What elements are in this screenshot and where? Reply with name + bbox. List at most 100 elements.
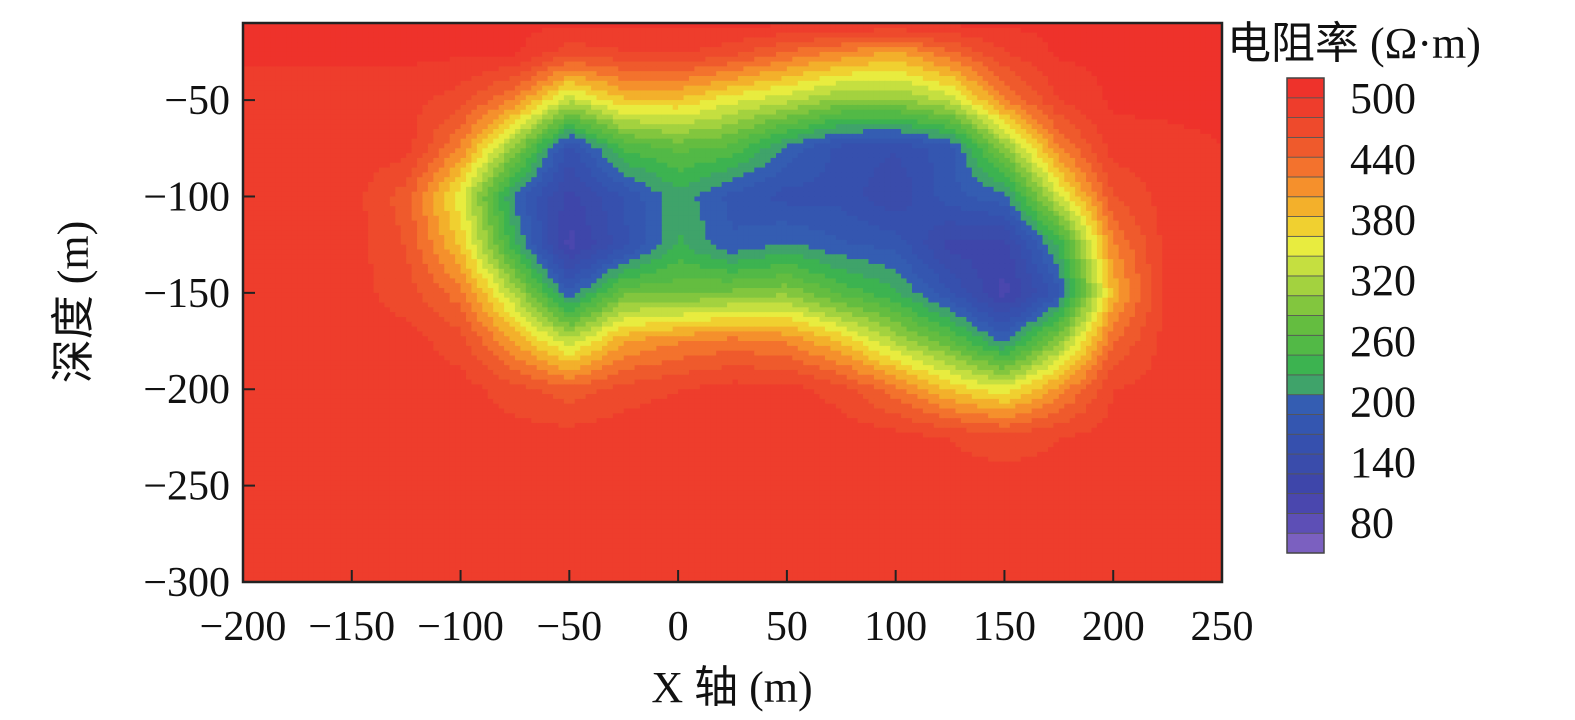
heat-cell (770, 47, 777, 53)
heat-cell (351, 133, 358, 140)
heat-cell (531, 109, 538, 116)
heat-cell (640, 148, 647, 154)
heat-cell (1058, 51, 1065, 58)
heat-cell (928, 56, 935, 63)
heat-cell (406, 56, 413, 63)
heat-cell (797, 90, 804, 96)
heat-cell (531, 71, 538, 77)
heat-cell (1004, 133, 1011, 140)
heat-cell (1167, 148, 1174, 154)
heat-cell (667, 66, 674, 72)
heat-cell (732, 47, 739, 53)
heat-cell (1145, 47, 1152, 53)
heat-cell (585, 47, 592, 53)
heat-cell (634, 90, 641, 96)
heat-cell (1026, 138, 1033, 145)
heat-cell (291, 85, 298, 92)
heat-cell (417, 104, 424, 111)
heat-cell (890, 148, 897, 154)
heat-cell (1004, 23, 1011, 29)
heat-cell (291, 100, 298, 106)
heat-cell (351, 61, 358, 67)
heat-cell (259, 95, 266, 101)
heat-cell (879, 51, 886, 58)
heat-cell (950, 23, 957, 29)
heat-cell (688, 100, 696, 106)
heat-cell (417, 124, 424, 130)
heat-cell (999, 71, 1006, 77)
heat-cell (243, 85, 250, 92)
heat-cell (1205, 61, 1212, 67)
heat-cell (661, 114, 668, 120)
heat-cell (433, 66, 440, 72)
heat-cell (433, 138, 440, 145)
heat-cell (846, 37, 853, 43)
heat-cell (547, 119, 554, 125)
heat-cell (966, 114, 973, 120)
heat-cell (955, 51, 962, 58)
heat-cell (830, 153, 837, 159)
heat-cell (993, 100, 1000, 106)
heat-cell (1102, 85, 1109, 92)
heat-cell (857, 148, 864, 154)
heat-cell (705, 80, 712, 87)
heat-cell (770, 76, 777, 82)
heat-cell (765, 85, 772, 92)
heat-cell (281, 153, 288, 159)
heat-cell (808, 124, 815, 130)
heat-cell (688, 42, 696, 48)
heat-cell (846, 23, 853, 29)
heat-cell (650, 109, 657, 116)
heat-cell (547, 71, 554, 77)
heat-cell (498, 95, 505, 101)
heat-cell (727, 153, 734, 159)
heat-cell (591, 109, 598, 116)
heat-cell (1096, 71, 1103, 77)
heat-cell (737, 138, 744, 145)
heat-cell (911, 133, 919, 140)
heat-cell (259, 148, 266, 154)
heat-cell (1167, 95, 1174, 101)
heat-cell (618, 61, 625, 67)
heat-cell (1118, 100, 1125, 106)
heat-cell (1183, 148, 1190, 154)
heat-cell (623, 61, 630, 67)
heat-cell (955, 114, 962, 120)
heat-cell (433, 143, 440, 149)
heat-cell (465, 47, 473, 53)
heat-cell (672, 61, 679, 67)
heat-cell (482, 27, 489, 34)
heat-cell (607, 104, 614, 111)
heat-cell (1167, 37, 1174, 43)
heat-cell (656, 27, 663, 34)
heat-cell (928, 95, 935, 101)
heat-cell (737, 56, 744, 63)
heat-cell (933, 133, 940, 140)
heat-cell (493, 95, 500, 101)
heat-cell (863, 104, 870, 111)
heat-cell (884, 90, 891, 96)
heat-cell (971, 27, 978, 34)
heat-cell (264, 76, 271, 82)
heat-cell (330, 51, 337, 58)
heat-cell (411, 47, 418, 53)
heat-cell (852, 61, 859, 67)
heat-cell (1069, 100, 1076, 106)
heat-cell (868, 85, 875, 92)
heat-cell (302, 109, 309, 116)
heat-cell (264, 51, 271, 58)
heat-cell (873, 133, 880, 140)
heat-cell (1124, 138, 1131, 145)
heat-cell (427, 114, 434, 120)
heat-cell (933, 76, 940, 82)
heat-cell (422, 124, 429, 130)
heat-cell (553, 23, 560, 29)
heat-cell (281, 76, 288, 82)
heat-cell (629, 104, 636, 111)
heat-cell (569, 90, 576, 96)
heat-cell (1156, 27, 1163, 34)
heat-cell (1004, 32, 1011, 39)
heat-cell (411, 32, 418, 39)
heat-cell (1140, 148, 1147, 154)
heat-cell (873, 47, 880, 53)
